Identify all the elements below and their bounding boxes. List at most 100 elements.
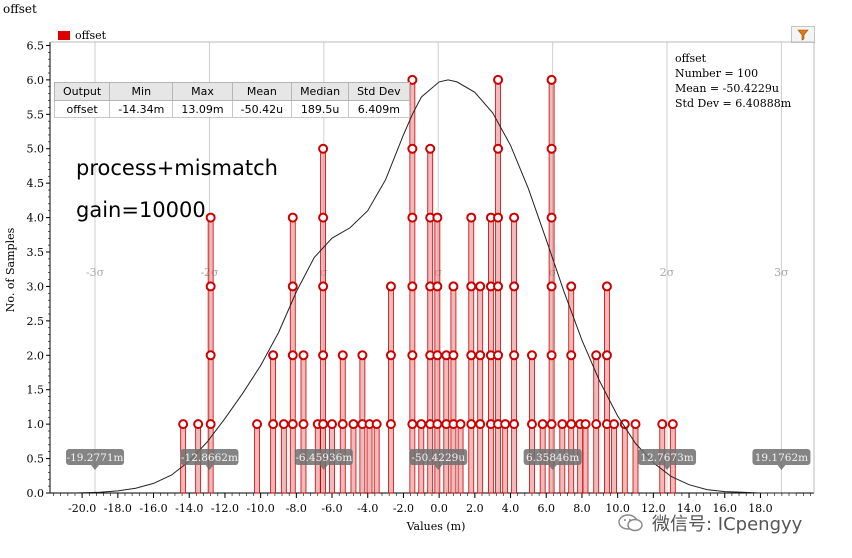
sample-marker — [526, 350, 537, 361]
sample-marker — [371, 419, 382, 430]
x-tick-label: 12.0 — [641, 502, 666, 515]
sigma-tag-pointer — [91, 465, 100, 470]
sample-marker — [318, 212, 329, 223]
sample-marker — [318, 143, 329, 154]
sample-marker — [178, 419, 189, 430]
sample-marker — [252, 419, 263, 430]
histogram-bars — [178, 74, 678, 494]
y-tick-label: 0.5 — [27, 453, 45, 466]
sigma-value-label: 6.35846m — [526, 452, 579, 464]
filter-funnel-icon — [797, 29, 809, 41]
sample-marker — [500, 419, 511, 430]
y-tick-label: 2.0 — [27, 349, 45, 362]
sample-marker — [509, 350, 520, 361]
x-tick-label: -14.0 — [175, 502, 203, 515]
y-tick-label: 3.0 — [27, 280, 45, 293]
sigma-label: 3σ — [774, 266, 789, 279]
sample-marker — [475, 350, 486, 361]
sigma-value-label: 12.7673m — [640, 452, 693, 464]
sample-marker — [407, 350, 418, 361]
sample-marker — [591, 350, 602, 361]
histogram-bar — [621, 423, 628, 494]
sample-marker — [493, 143, 504, 154]
histogram-bar — [632, 423, 639, 494]
sigma-value-label: -50.4229u — [411, 452, 465, 464]
sample-marker — [580, 419, 591, 430]
sample-marker — [298, 350, 309, 361]
sample-marker — [205, 350, 216, 361]
sample-marker — [407, 143, 418, 154]
sample-marker — [546, 212, 557, 223]
legend-swatch — [58, 31, 70, 40]
sample-marker — [493, 212, 504, 223]
sample-marker — [407, 419, 418, 430]
y-tick-label: 1.0 — [27, 418, 45, 431]
x-tick-label: -6.0 — [321, 502, 342, 515]
x-tick-label: -2.0 — [393, 502, 414, 515]
sample-marker — [546, 281, 557, 292]
sample-marker — [546, 350, 557, 361]
sigma-tag-pointer — [548, 465, 557, 470]
x-tick-label: -10.0 — [247, 502, 275, 515]
density-curve — [73, 79, 797, 494]
sigma-value-tags: -19.2771m -12.8662m -6.45936m -50.4229u 6.35… — [66, 449, 811, 470]
x-tick-label: 8.0 — [573, 502, 591, 515]
x-tick-label: -18.0 — [104, 502, 132, 515]
sigma-value-tag — [523, 449, 582, 465]
y-tick-label: 0.0 — [27, 487, 45, 500]
header-min: Min — [109, 82, 174, 101]
sample-marker — [205, 281, 216, 292]
sample-marker — [566, 419, 577, 430]
x-tick-label: -16.0 — [139, 502, 167, 515]
sample-marker — [432, 281, 443, 292]
cell-stddev: 6.409m — [348, 100, 410, 118]
sample-marker — [357, 350, 368, 361]
header-mean: Mean — [231, 82, 293, 101]
sample-marker — [630, 419, 641, 430]
sigma-tag-pointer — [319, 465, 328, 470]
sample-marker — [466, 350, 477, 361]
sample-marker — [416, 419, 427, 430]
sample-marker — [448, 281, 459, 292]
sample-marker — [193, 419, 204, 430]
header-stddev: Std Dev — [348, 82, 410, 101]
sample-marker — [475, 419, 486, 430]
sample-marker — [407, 212, 418, 223]
sample-marker — [546, 74, 557, 85]
sample-marker — [657, 419, 668, 430]
sample-marker — [619, 419, 630, 430]
sample-marker — [432, 350, 443, 361]
y-tick-label: 4.0 — [27, 212, 45, 225]
sigma-label: 2σ — [660, 266, 675, 279]
x-tick-label: 14.0 — [677, 502, 702, 515]
window-title: offset — [3, 2, 37, 16]
x-tick-label: -12.0 — [211, 502, 239, 515]
sample-marker — [466, 212, 477, 223]
legend-label: offset — [75, 29, 107, 42]
sample-marker — [566, 281, 577, 292]
sigma-tag-pointer — [777, 465, 786, 470]
sigma-tag-pointer — [434, 465, 443, 470]
y-tick-label: 3.5 — [27, 246, 45, 259]
sample-marker — [318, 350, 329, 361]
sample-marker — [667, 419, 678, 430]
chart-axes: 0.0 0.5 1.0 1.5 2.0 2.5 3.0 3.5 4.0 4.5 5.0 5.5 6.0 6… — [27, 39, 815, 515]
sample-marker — [466, 281, 477, 292]
x-tick-label: -4.0 — [357, 502, 378, 515]
stats-box-title: offset — [675, 52, 707, 65]
x-tick-label: 16.0 — [712, 502, 737, 515]
sample-marker — [455, 419, 466, 430]
sample-marker — [448, 350, 459, 361]
sample-marker — [287, 350, 298, 361]
x-tick-label: 2.0 — [466, 502, 484, 515]
sample-marker — [425, 143, 436, 154]
sample-marker — [557, 419, 568, 430]
sample-marker — [537, 419, 548, 430]
sigma-tag-pointer — [663, 465, 672, 470]
sample-marker — [509, 212, 520, 223]
histogram-bar — [604, 286, 610, 494]
density-curve-layer — [73, 79, 797, 494]
sample-marker — [287, 281, 298, 292]
sample-marker — [318, 281, 329, 292]
